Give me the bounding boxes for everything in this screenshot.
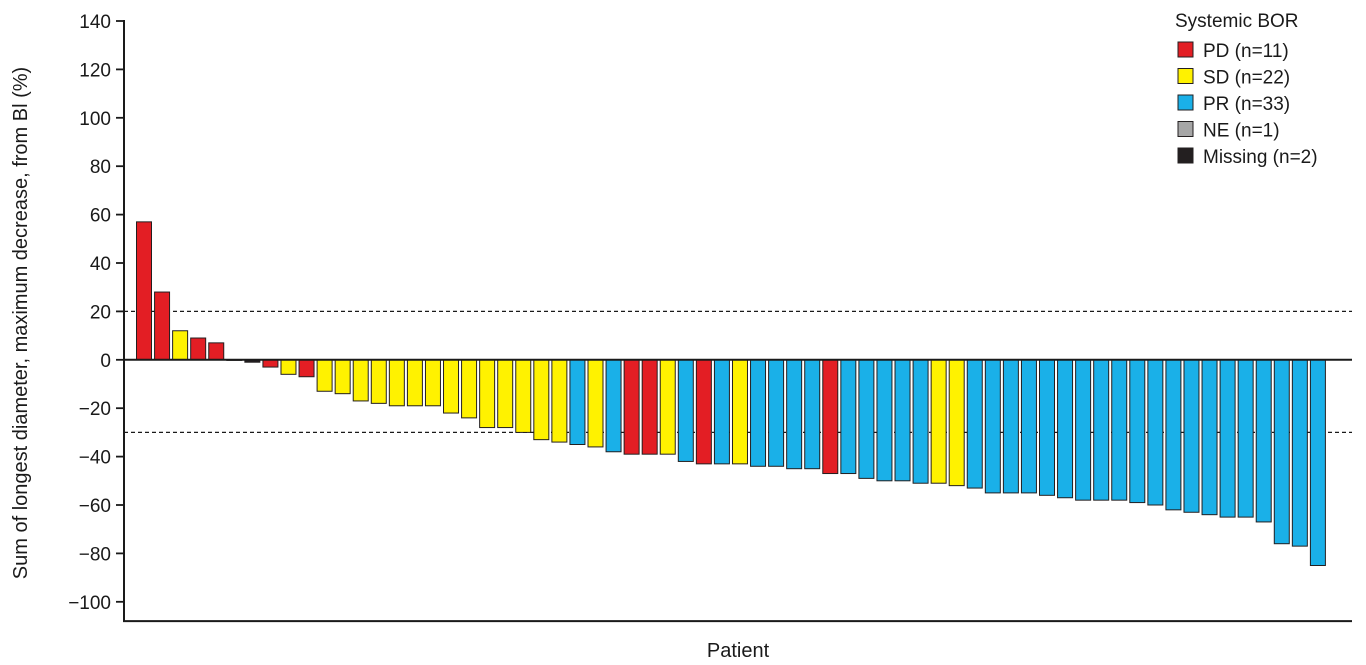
bar-patient-18 bbox=[443, 359, 460, 414]
bar-patient-35 bbox=[750, 359, 767, 467]
bar-patient-59 bbox=[1183, 359, 1200, 513]
x-axis-title: Patient bbox=[707, 640, 770, 662]
bar-patient-20 bbox=[479, 359, 496, 429]
bar-patient-30 bbox=[659, 359, 676, 455]
legend-swatch-ne bbox=[1177, 121, 1194, 137]
legend-swatch-pr bbox=[1177, 94, 1194, 111]
y-tick-label: 100 bbox=[79, 109, 111, 130]
bar-patient-5 bbox=[208, 342, 225, 361]
reference-lines bbox=[124, 310, 1352, 434]
legend-swatch-missing bbox=[1177, 147, 1194, 164]
bar-patient-2 bbox=[154, 291, 171, 361]
y-tick-label: 20 bbox=[90, 302, 111, 323]
bar-patient-38 bbox=[804, 359, 821, 470]
bar-patient-40 bbox=[840, 359, 857, 475]
bar-patient-66 bbox=[1309, 359, 1326, 566]
bar-patient-41 bbox=[858, 359, 875, 479]
y-tick-label: −40 bbox=[79, 448, 111, 469]
y-tick-label: 140 bbox=[79, 12, 111, 33]
bar-patient-4 bbox=[190, 337, 207, 361]
bar-patient-15 bbox=[388, 359, 405, 407]
bar-patient-26 bbox=[587, 359, 604, 448]
y-tick-label: 40 bbox=[90, 254, 111, 275]
bar-patient-27 bbox=[605, 359, 622, 453]
bar-patient-47 bbox=[966, 359, 983, 489]
bar-patient-43 bbox=[894, 359, 911, 482]
legend: Systemic BOR PD (n=11) SD (n=22) PR (n=33)… bbox=[1175, 11, 1318, 168]
bar-patient-17 bbox=[424, 359, 441, 407]
y-tick-label: −100 bbox=[68, 593, 111, 614]
y-tick-label: −60 bbox=[79, 496, 111, 517]
bar-patient-51 bbox=[1039, 359, 1055, 496]
bar-patient-57 bbox=[1147, 359, 1164, 506]
bar-patient-14 bbox=[370, 359, 387, 404]
bar-patient-13 bbox=[352, 359, 369, 402]
bar-patient-3 bbox=[172, 330, 189, 361]
bar-patient-65 bbox=[1291, 359, 1308, 547]
bar-patient-39 bbox=[822, 359, 839, 475]
bars-group bbox=[136, 221, 1326, 566]
bar-patient-33 bbox=[713, 359, 730, 465]
bar-patient-58 bbox=[1165, 359, 1182, 511]
bar-patient-10 bbox=[298, 359, 315, 378]
bar-patient-19 bbox=[461, 359, 478, 419]
bar-patient-50 bbox=[1020, 359, 1037, 494]
bar-patient-55 bbox=[1111, 359, 1128, 501]
legend-label-missing: Missing (n=2) bbox=[1203, 147, 1318, 168]
bar-patient-21 bbox=[497, 359, 514, 429]
legend-swatch-pd bbox=[1177, 41, 1194, 58]
y-tick-label: 0 bbox=[100, 351, 111, 372]
bar-patient-22 bbox=[515, 359, 532, 433]
bar-patient-25 bbox=[569, 359, 586, 445]
legend-label-pr: PR (n=33) bbox=[1203, 94, 1290, 115]
bar-patient-56 bbox=[1129, 359, 1146, 504]
bar-patient-42 bbox=[876, 359, 893, 482]
bar-patient-46 bbox=[948, 359, 965, 487]
bar-patient-62 bbox=[1237, 359, 1254, 518]
legend-title: Systemic BOR bbox=[1175, 11, 1299, 32]
bar-patient-64 bbox=[1273, 359, 1290, 545]
bar-patient-23 bbox=[533, 359, 550, 441]
bar-patient-34 bbox=[731, 359, 748, 465]
bar-patient-54 bbox=[1093, 359, 1110, 501]
bar-patient-1 bbox=[136, 221, 152, 361]
y-tick-label: −20 bbox=[79, 399, 111, 420]
bar-patient-45 bbox=[930, 359, 947, 484]
bar-patient-63 bbox=[1255, 359, 1272, 523]
bar-patient-37 bbox=[786, 359, 803, 470]
bar-patient-8 bbox=[262, 359, 279, 368]
axes-group: 140 120 100 80 60 40 20 0 −20 −40 −60 −80 −100 bbox=[68, 12, 1352, 623]
y-tick-label: 80 bbox=[90, 157, 111, 178]
bar-patient-53 bbox=[1075, 359, 1092, 501]
bar-patient-60 bbox=[1201, 359, 1218, 516]
bar-patient-11 bbox=[316, 359, 333, 392]
y-tick-label: −80 bbox=[79, 544, 111, 565]
legend-swatch-sd bbox=[1177, 68, 1194, 84]
legend-label-ne: NE (n=1) bbox=[1203, 121, 1280, 142]
bar-patient-28 bbox=[623, 359, 640, 455]
y-tick-label: 60 bbox=[90, 206, 111, 227]
bar-patient-48 bbox=[984, 359, 1001, 494]
legend-label-pd: PD (n=11) bbox=[1203, 41, 1289, 62]
bar-patient-49 bbox=[1002, 359, 1019, 494]
bar-patient-61 bbox=[1219, 359, 1236, 518]
bar-patient-44 bbox=[912, 359, 929, 484]
y-tick-label: 120 bbox=[79, 60, 111, 81]
bar-patient-31 bbox=[677, 359, 694, 462]
bar-patient-29 bbox=[641, 359, 658, 455]
bar-patient-32 bbox=[695, 359, 712, 465]
bar-patient-24 bbox=[551, 359, 568, 443]
bar-patient-12 bbox=[334, 359, 351, 395]
bar-patient-52 bbox=[1057, 359, 1074, 499]
bar-patient-36 bbox=[768, 359, 785, 467]
y-axis-title: Sum of longest diameter, maximum decreas… bbox=[10, 67, 32, 579]
legend-label-sd: SD (n=22) bbox=[1203, 68, 1290, 89]
bar-patient-9 bbox=[280, 359, 297, 375]
bar-patient-16 bbox=[406, 359, 423, 407]
